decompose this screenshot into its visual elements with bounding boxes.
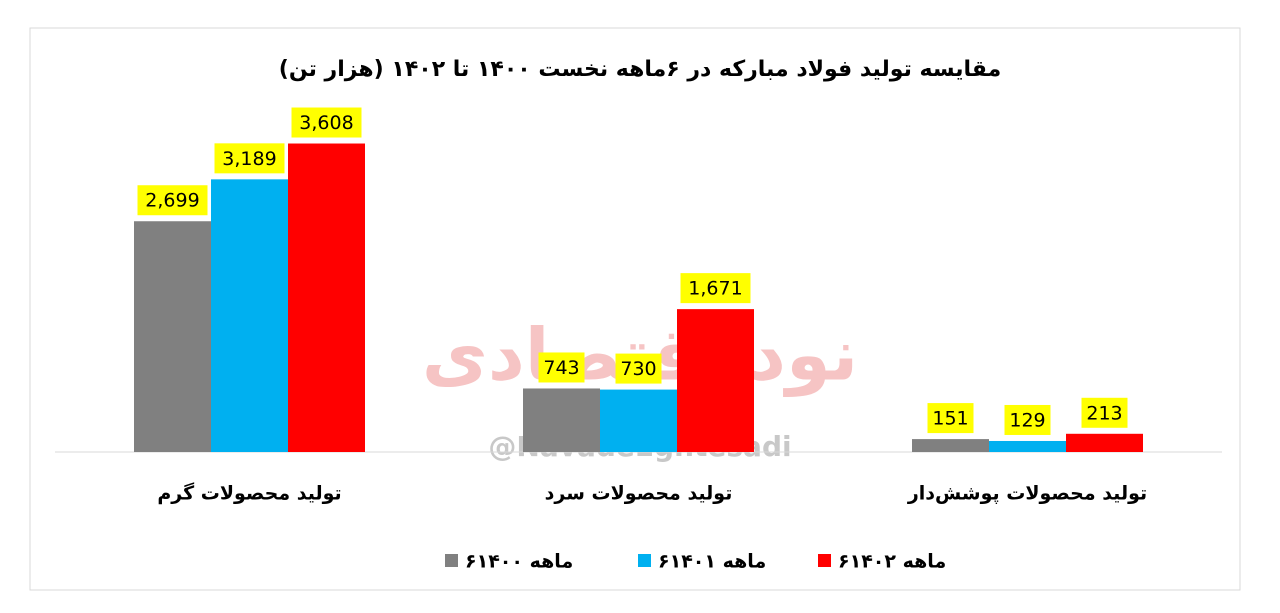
bar: [523, 388, 600, 452]
bar: [989, 440, 1066, 452]
x-tick-label: تولید محصولات پوشش‌دار: [907, 483, 1147, 505]
value-label: 3,189: [222, 148, 276, 170]
value-label-bg: [615, 353, 662, 384]
legend-swatch: [445, 554, 458, 567]
value-label-bg: [680, 273, 751, 304]
value-label: 151: [932, 408, 968, 430]
value-label-bg: [538, 352, 585, 383]
value-label-bg: [291, 107, 362, 138]
legend-swatch: [638, 554, 651, 567]
legend-label: ۶ماهه ۱۴۰۰: [465, 551, 573, 573]
x-tick-label: تولید محصولات سرد: [545, 483, 733, 505]
value-label: 730: [620, 358, 656, 380]
bar: [677, 309, 754, 452]
x-tick-label: تولید محصولات گرم: [157, 482, 341, 505]
value-label-bg: [137, 185, 208, 216]
value-label-bg: [1004, 404, 1051, 435]
value-label: 2,699: [145, 190, 199, 212]
legend-label: ۶ماهه ۱۴۰۱: [658, 551, 766, 573]
bar: [288, 143, 365, 453]
chart-title: مقایسه تولید فولاد مبارکه در ۶ماهه نخست …: [279, 57, 1001, 82]
bar: [211, 179, 288, 452]
bar: [912, 439, 989, 452]
value-label: 129: [1009, 409, 1045, 431]
bar: [134, 221, 211, 452]
bar: [600, 389, 677, 452]
value-label-bg: [214, 143, 285, 174]
value-label: 213: [1086, 402, 1122, 424]
value-label: 743: [543, 357, 579, 379]
legend-label: ۶ماهه ۱۴۰۲: [838, 551, 946, 573]
value-label-bg: [927, 403, 974, 434]
bar: [1066, 433, 1143, 452]
value-label-bg: [1081, 397, 1128, 428]
value-label: 1,671: [688, 278, 742, 300]
legend-swatch: [818, 554, 831, 567]
value-label: 3,608: [299, 112, 353, 134]
